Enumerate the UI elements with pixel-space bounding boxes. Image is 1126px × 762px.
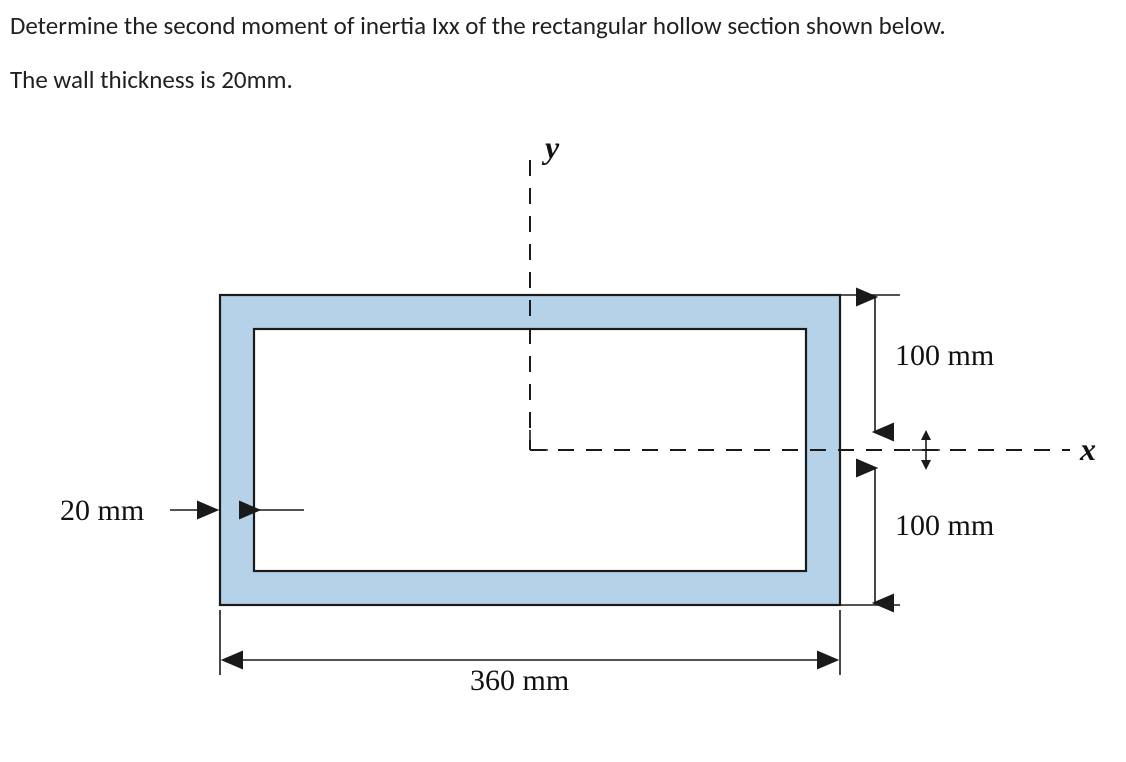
figure: y x 100 mm 100 mm [0,130,1126,720]
x-axis-label: x [1079,431,1096,467]
problem-line-2: The wall thickness is 20mm. [10,62,293,97]
dim-thickness-label: 20 mm [60,494,144,527]
dim-half-bot: 100 mm [840,468,994,605]
problem-line-1: Determine the second moment of inertia I… [10,8,946,43]
dim-width-label: 360 mm [470,664,569,697]
y-axis-label: y [541,130,560,165]
dim-width: 360 mm [220,610,840,697]
dim-half-top: 100 mm [840,295,994,432]
dim-half-top-label: 100 mm [895,339,994,372]
centroid-cross-icon [912,430,940,470]
dim-half-bot-label: 100 mm [895,509,994,542]
diagram-svg: y x 100 mm 100 mm [0,130,1126,720]
